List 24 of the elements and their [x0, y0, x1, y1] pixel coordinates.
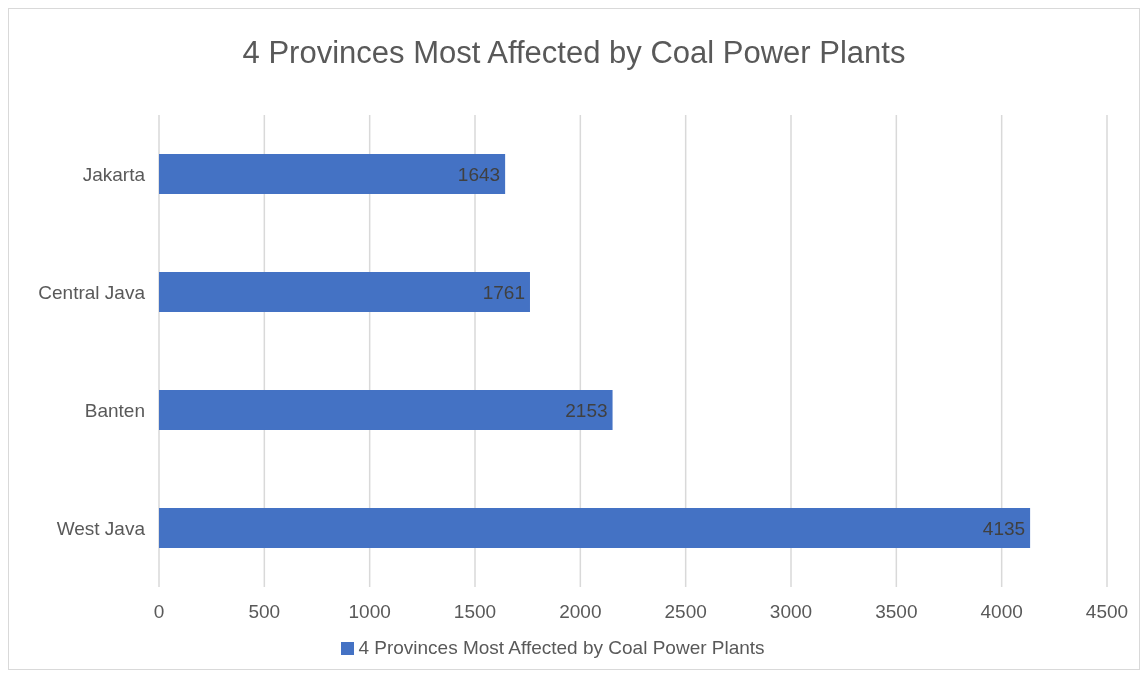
x-tick-label: 3000: [769, 601, 813, 623]
y-tick-label: Jakarta: [82, 163, 146, 185]
data-label: 1761: [482, 281, 525, 303]
x-tick-label: 0: [153, 601, 165, 623]
bar: [159, 508, 1031, 548]
legend-label: 4 Provinces Most Affected by Coal Power Plants: [358, 637, 765, 658]
data-label: 2153: [565, 399, 608, 421]
data-label: 1643: [457, 163, 501, 185]
bar: [159, 390, 613, 430]
chart-title: 4 Provinces Most Affected by Coal Power Plants: [241, 35, 907, 72]
x-tick-label: 2000: [559, 601, 602, 623]
x-tick-label: 500: [248, 601, 281, 623]
x-tick-label: 4500: [1085, 601, 1129, 623]
y-tick-label: Banten: [84, 399, 145, 421]
x-tick-label: 4000: [980, 601, 1023, 623]
x-tick-label: 3500: [875, 601, 918, 623]
bar: [159, 272, 530, 312]
data-label: 4135: [982, 517, 1026, 539]
x-tick-label: 1000: [348, 601, 391, 623]
bar: [159, 154, 506, 194]
x-tick-label: 1500: [453, 601, 497, 623]
y-tick-label: West Java: [56, 517, 146, 539]
x-tick-label: 2500: [664, 601, 707, 623]
y-tick-label: Central Java: [38, 281, 146, 303]
